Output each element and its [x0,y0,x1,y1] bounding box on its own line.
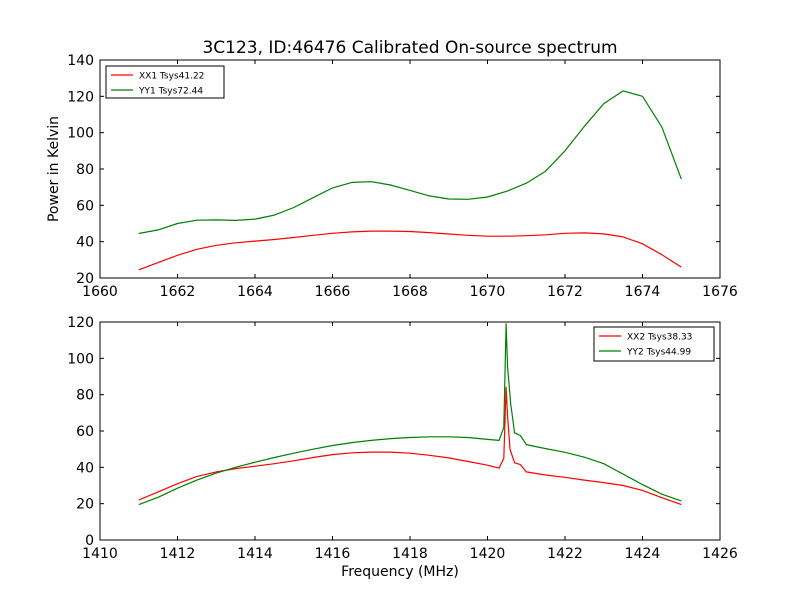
y-tick-label: 100 [67,126,94,142]
legend-label: XX1 Tsys41.22 [139,72,204,82]
x-tick-label: 1414 [237,546,273,562]
x-tick-label: 1674 [625,284,661,300]
y-tick-label: 40 [76,235,94,251]
x-tick-label: 1676 [702,284,738,300]
legend-label: YY1 Tsys72.44 [138,87,203,97]
x-tick-label: 1662 [160,284,196,300]
x-tick-label: 1668 [392,284,428,300]
x-axis-label: Frequency (MHz) [341,564,459,580]
y-tick-label: 60 [76,198,94,214]
y-tick-label: 80 [76,388,94,404]
y-tick-label: 80 [76,162,94,178]
legend-label: XX2 Tsys38.33 [627,333,692,343]
legend-label: YY2 Tsys44.99 [626,348,691,358]
x-tick-label: 1412 [160,546,196,562]
series-line-0-1 [138,90,682,235]
x-tick-label: 1424 [625,546,661,562]
x-tick-label: 1664 [237,284,273,300]
series-line-0-0 [138,230,682,271]
x-tick-label: 1660 [82,284,118,300]
y-tick-label: 140 [67,53,94,69]
x-tick-label: 1672 [547,284,583,300]
x-tick-label: 1422 [547,546,583,562]
legend: XX1 Tsys41.22 YY1 Tsys72.44 [105,65,225,99]
x-tick-label: 1416 [315,546,351,562]
legend-box [593,326,715,362]
top-panel: 1660 1662 1664 1666 1668 1670 1672 1674 1676 20 40… [46,53,738,300]
y-tick-label: 0 [85,533,94,549]
x-tick-label: 1420 [470,546,506,562]
x-tick-label: 1666 [315,284,351,300]
x-tick-label: 1410 [82,546,118,562]
y-axis-label: Power in Kelvin [46,116,62,222]
y-tick-label: 20 [76,497,94,513]
chart-title: 3C123, ID:46476 Calibrated On-source spe… [202,38,617,58]
x-tick-label: 1426 [702,546,738,562]
bottom-panel: 1410 1412 1414 1416 1418 1420 1422 1424 1426 0 20 4… [67,315,738,580]
y-tick-label: 120 [67,315,94,331]
x-tick-label: 1670 [470,284,506,300]
legend: XX2 Tsys38.33 YY2 Tsys44.99 [593,326,715,362]
y-tick-label: 100 [67,351,94,367]
y-tick-label: 60 [76,424,94,440]
y-tick-label: 20 [76,271,94,287]
y-tick-label: 120 [67,89,94,105]
x-tick-label: 1418 [392,546,428,562]
legend-box [105,65,225,99]
y-tick-label: 40 [76,460,94,476]
series-line-1-1 [138,323,682,506]
series-line-1-0 [138,386,682,506]
